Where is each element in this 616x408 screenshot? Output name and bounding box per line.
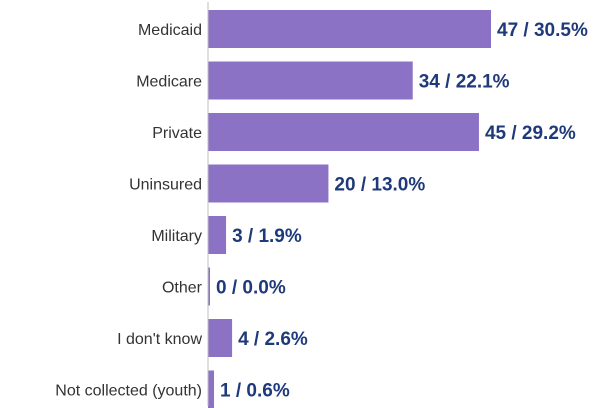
value-label-2: 45 / 29.2%	[485, 123, 576, 144]
category-label-4: Military	[151, 228, 202, 245]
bar-2	[208, 113, 479, 151]
value-label-5: 0 / 0.0%	[216, 278, 286, 299]
bar-6	[208, 319, 233, 357]
category-label-3: Uninsured	[129, 177, 202, 194]
value-label-4: 3 / 1.9%	[232, 226, 302, 247]
category-label-1: Medicare	[136, 74, 202, 91]
category-label-5: Other	[162, 280, 203, 297]
category-label-6: I don't know	[117, 331, 202, 348]
value-label-1: 34 / 22.1%	[419, 72, 510, 93]
bar-1	[208, 61, 413, 100]
bar-4	[208, 216, 227, 254]
labels-layer: Medicaid 47 / 30.5% Medicare 34 / 22.1% Priv…	[55, 20, 588, 402]
bar-3	[208, 164, 329, 203]
value-label-3: 20 / 13.0%	[334, 175, 425, 196]
category-label-7: Not collected (youth)	[55, 383, 202, 400]
value-label-0: 47 / 30.5%	[497, 20, 588, 41]
value-label-6: 4 / 2.6%	[238, 329, 308, 350]
bar-5	[208, 267, 210, 306]
bar-0	[208, 10, 491, 48]
bars-layer	[208, 10, 491, 408]
category-label-0: Medicaid	[138, 22, 202, 39]
bar-7	[208, 370, 215, 408]
category-label-2: Private	[152, 125, 202, 142]
value-label-7: 1 / 0.6%	[220, 381, 290, 402]
